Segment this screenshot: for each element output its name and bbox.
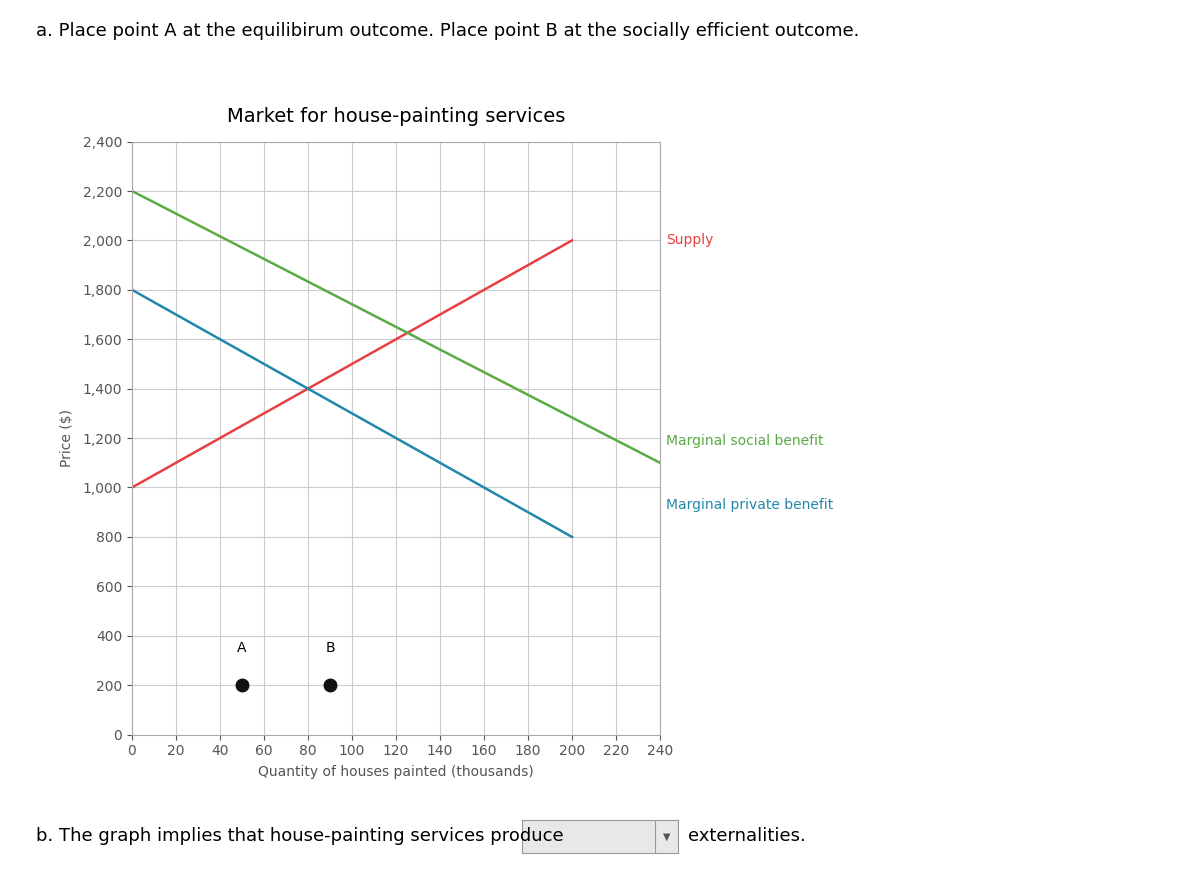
- Y-axis label: Price ($): Price ($): [60, 409, 74, 467]
- Text: Supply: Supply: [666, 234, 713, 248]
- Text: A: A: [238, 642, 247, 656]
- X-axis label: Quantity of houses painted (thousands): Quantity of houses painted (thousands): [258, 766, 534, 779]
- Text: Marginal social benefit: Marginal social benefit: [666, 434, 823, 448]
- Text: ▼: ▼: [662, 831, 670, 842]
- Text: b. The graph implies that house-painting services produce: b. The graph implies that house-painting…: [36, 827, 564, 845]
- Text: B: B: [325, 642, 335, 656]
- Title: Market for house-painting services: Market for house-painting services: [227, 107, 565, 127]
- Text: Marginal private benefit: Marginal private benefit: [666, 497, 833, 512]
- Text: externalities.: externalities.: [688, 827, 805, 845]
- Text: a. Place point A at the equilibirum outcome. Place point B at the socially effic: a. Place point A at the equilibirum outc…: [36, 22, 859, 40]
